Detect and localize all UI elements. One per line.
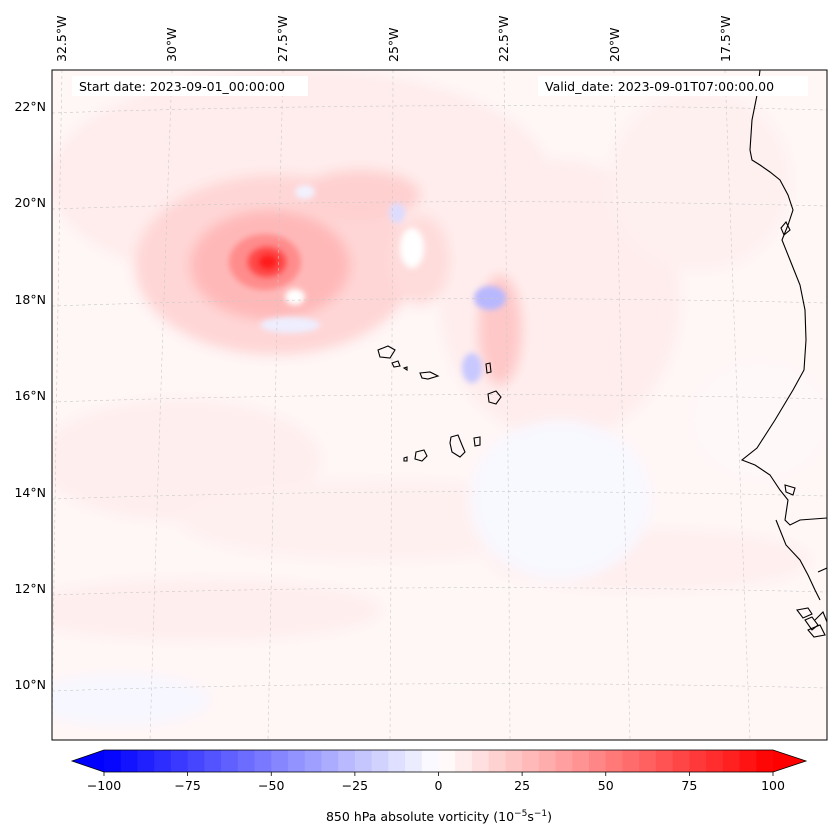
colorbar-tick-label: 100	[761, 778, 785, 793]
colorbar-tick-label: 75	[681, 778, 697, 793]
colorbar: −100 −75 −50 −25 0 25 50 75 100 850 hPa absolute…	[70, 749, 808, 824]
colorbar-cell	[154, 750, 172, 772]
colorbar-cell	[221, 750, 239, 772]
start-date-label: Start date: 2023-09-01_00:00:00	[79, 79, 285, 94]
valid-date-box	[538, 76, 808, 96]
island-santo-antao	[377, 345, 396, 359]
field-shading	[52, 70, 827, 725]
lon-label: 27.5°W	[275, 16, 290, 62]
colorbar-cell	[538, 750, 557, 772]
colorbar-cell	[304, 750, 323, 772]
colorbar-cell	[254, 750, 272, 772]
colorbar-cell	[471, 750, 490, 772]
colorbar-ticks: −100 −75 −50 −25 0 25 50 75 100	[87, 772, 785, 793]
colorbar-cell	[572, 750, 590, 772]
lat-label: 10°N	[14, 677, 46, 692]
island-santiago	[449, 434, 466, 458]
colorbar-cell	[639, 750, 657, 772]
colorbar-cells	[104, 750, 774, 772]
lat-label: 12°N	[14, 581, 46, 596]
field-core	[229, 185, 506, 383]
island-maio	[473, 436, 481, 447]
colorbar-cell	[522, 750, 540, 772]
colorbar-cell	[204, 750, 222, 772]
lon-label: 30°W	[164, 27, 179, 62]
cape-verde-islands	[377, 345, 502, 462]
colorbar-cell	[388, 750, 406, 772]
map-frame	[51, 69, 828, 741]
colorbar-cell	[722, 750, 741, 772]
colorbar-max-arrow	[773, 750, 806, 772]
island-sao-nicolau	[419, 371, 440, 380]
vorticity-field	[52, 70, 827, 740]
colorbar-cell	[505, 750, 523, 772]
colorbar-cell	[338, 750, 356, 772]
colorbar-cell	[605, 750, 624, 772]
lat-label: 14°N	[14, 485, 46, 500]
colorbar-cell	[104, 750, 122, 772]
colorbar-tick-label: 0	[435, 778, 443, 793]
colorbar-cell	[488, 750, 506, 772]
graticule	[52, 70, 827, 740]
lat-label: 22°N	[14, 99, 46, 114]
lon-label: 17.5°W	[718, 16, 733, 62]
colorbar-cell	[421, 750, 440, 772]
colorbar-cell	[655, 750, 674, 772]
lon-label: 22.5°W	[496, 16, 511, 62]
colorbar-label: 850 hPa absolute vorticity (10−5s−1)	[326, 809, 552, 824]
latitude-labels: 22°N 20°N 18°N 16°N 14°N 12°N 10°N	[14, 99, 46, 692]
lat-label: 20°N	[14, 195, 46, 210]
colorbar-cell	[187, 750, 205, 772]
colorbar-tick-label: −25	[342, 778, 368, 793]
island-santa-luzia	[402, 366, 408, 372]
colorbar-cell	[371, 750, 389, 772]
west-africa-coast	[740, 70, 827, 526]
start-date-box	[72, 76, 308, 96]
island-sao-vicente	[391, 360, 401, 368]
colorbar-cell	[321, 750, 339, 772]
colorbar-cell	[589, 750, 607, 772]
colorbar-cell	[271, 750, 289, 772]
lon-label: 25°W	[386, 27, 401, 62]
colorbar-min-arrow	[72, 750, 104, 772]
lon-label: 32.5°W	[54, 16, 69, 62]
colorbar-cell	[170, 750, 189, 772]
colorbar-cell	[739, 750, 757, 772]
colorbar-tick-label: 50	[598, 778, 614, 793]
colorbar-cell	[405, 750, 423, 772]
colorbar-cell	[237, 750, 256, 772]
lat-label: 18°N	[14, 292, 46, 307]
colorbar-tick-label: −100	[87, 778, 121, 793]
colorbar-cell	[287, 750, 306, 772]
colorbar-cell	[706, 750, 724, 772]
lon-label: 20°W	[607, 27, 622, 62]
colorbar-cell	[438, 750, 456, 772]
colorbar-cell	[672, 750, 690, 772]
island-boa-vista	[487, 390, 502, 405]
colorbar-tick-label: 25	[514, 778, 530, 793]
island-fogo	[414, 449, 428, 462]
colorbar-tick-label: −75	[174, 778, 200, 793]
colorbar-cell	[120, 750, 139, 772]
colorbar-cell	[137, 750, 155, 772]
lat-label: 16°N	[14, 388, 46, 403]
island-brava	[403, 456, 408, 462]
longitude-labels: 32.5°W 30°W 27.5°W 25°W 22.5°W 20°W 17.5…	[54, 16, 733, 62]
colorbar-cell	[354, 750, 373, 772]
colorbar-cell	[622, 750, 640, 772]
coastlines	[740, 70, 827, 638]
valid-date-label: Valid_date: 2023-09-01T07:00:00.00	[545, 79, 774, 94]
colorbar-cell	[756, 750, 774, 772]
island-sal	[485, 362, 492, 374]
colorbar-tick-label: −50	[258, 778, 284, 793]
colorbar-cell	[555, 750, 573, 772]
colorbar-cell	[689, 750, 707, 772]
colorbar-cell	[455, 750, 473, 772]
